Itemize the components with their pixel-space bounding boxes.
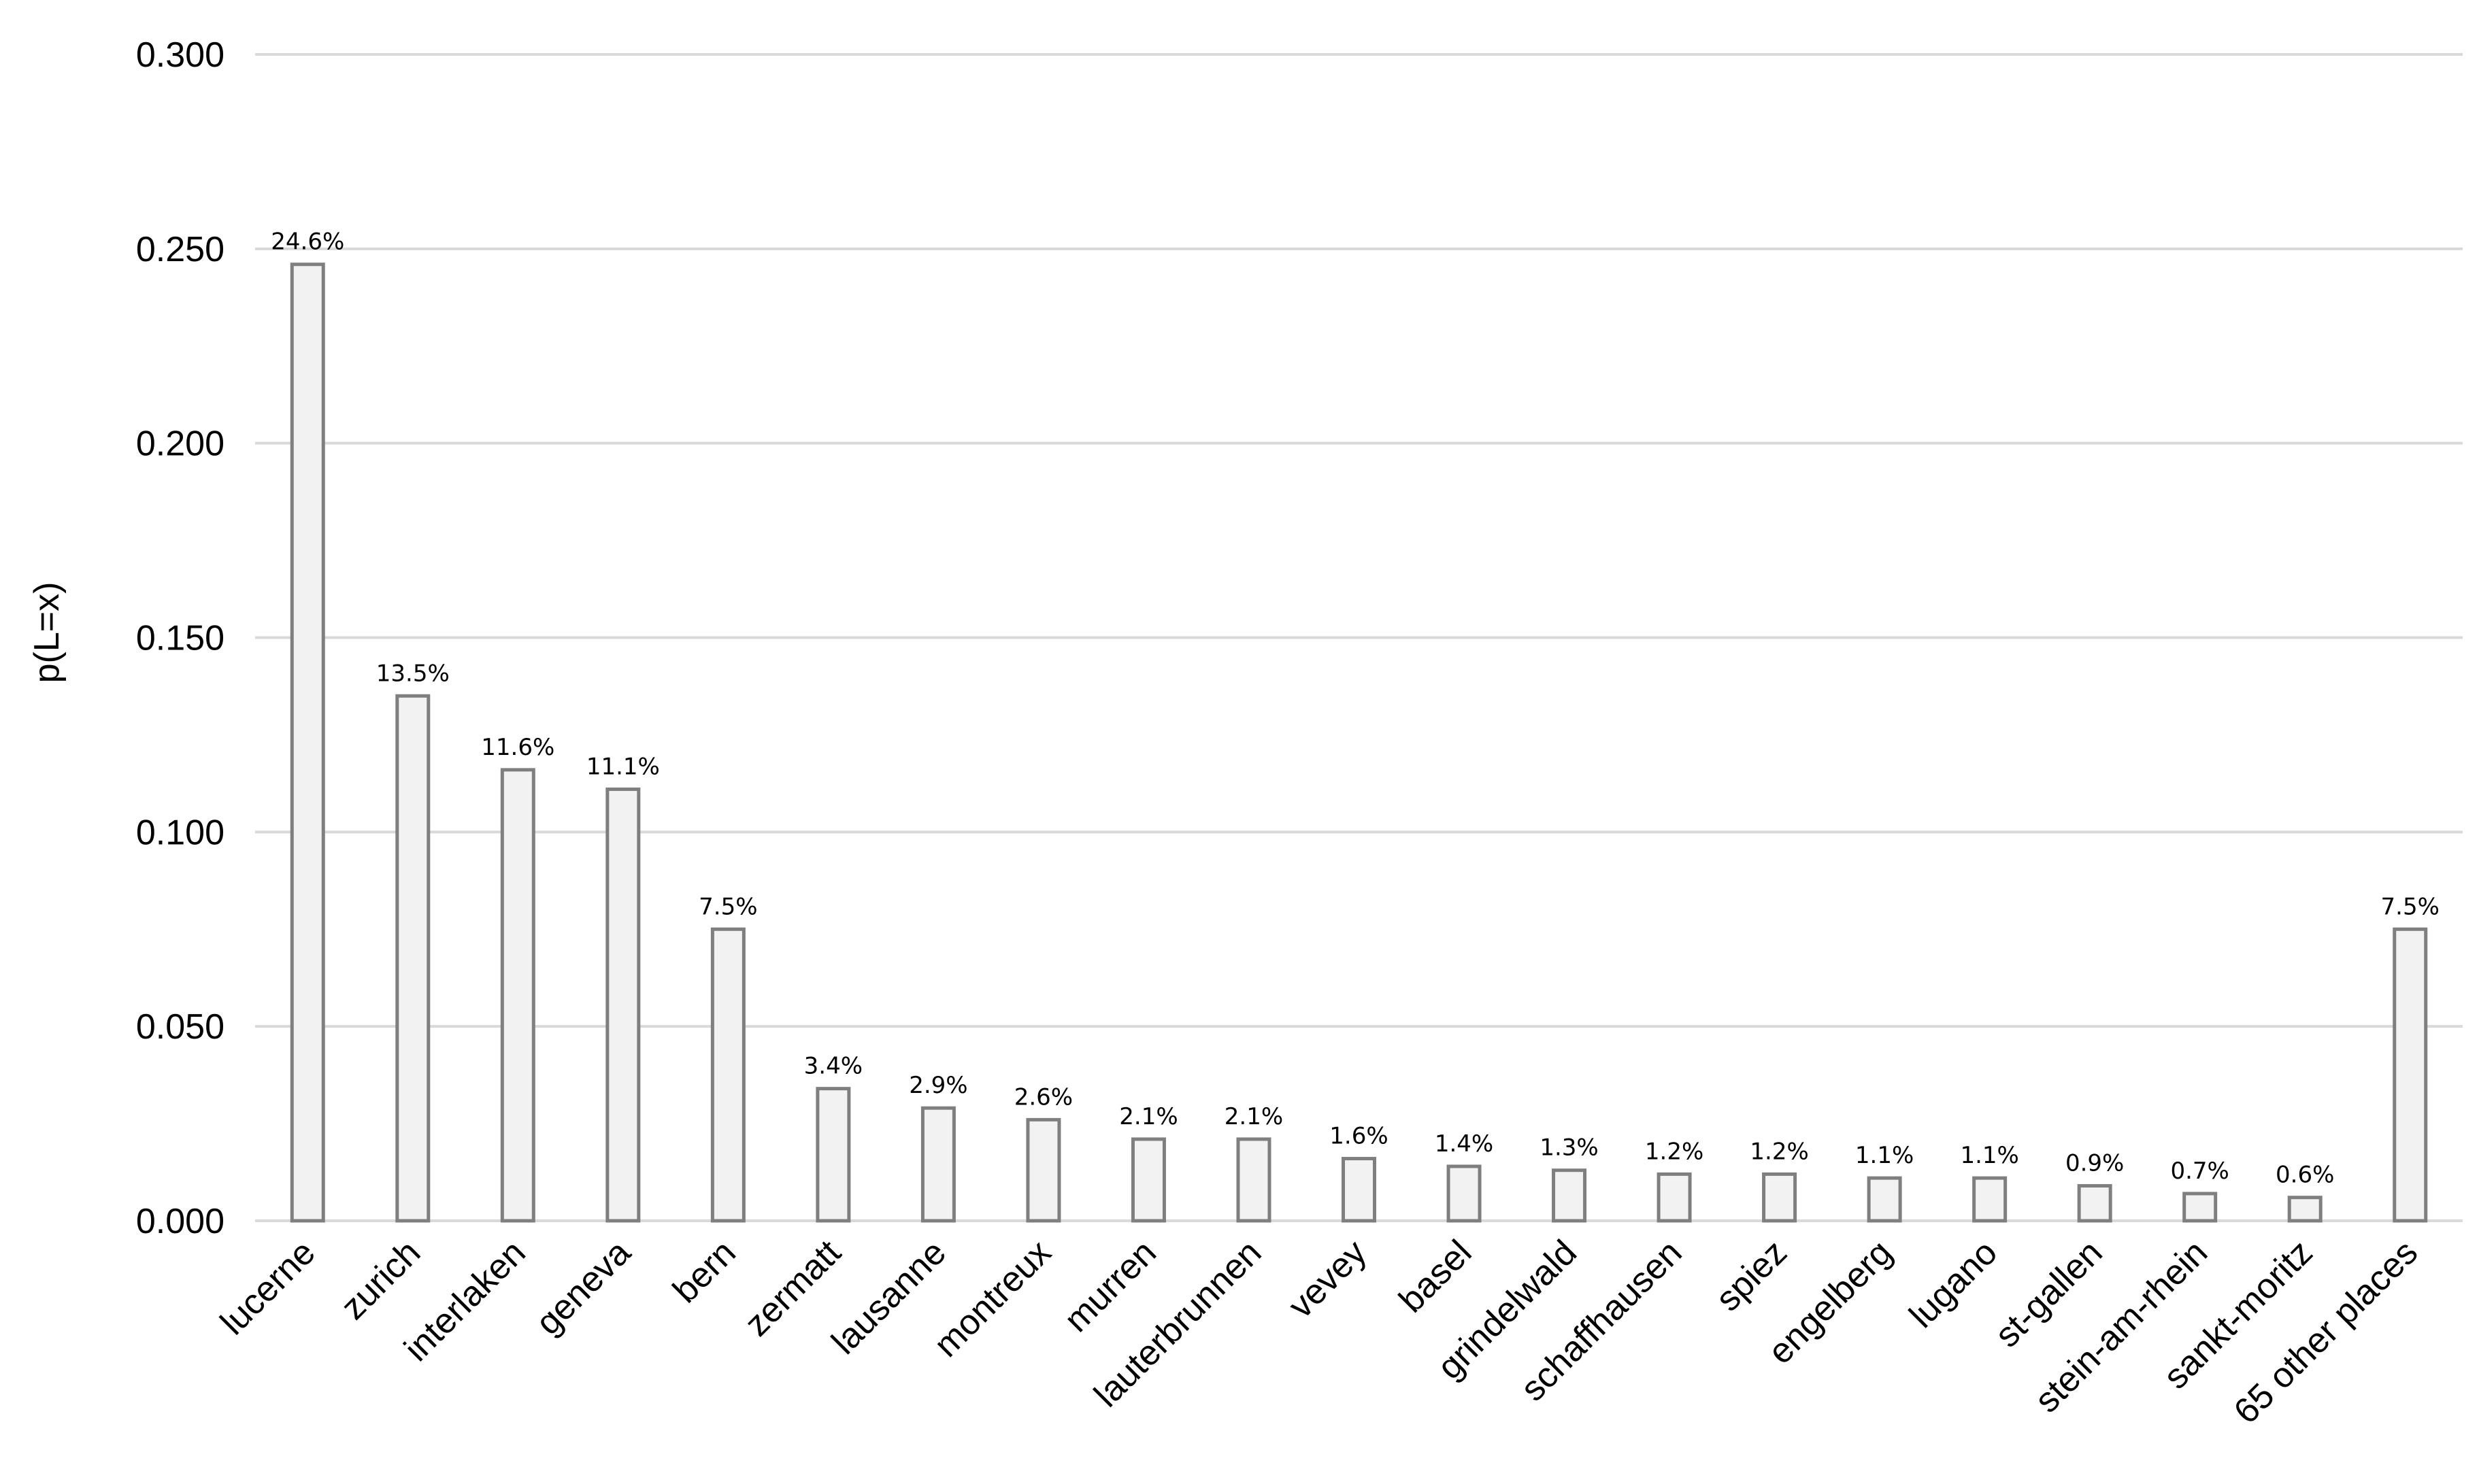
data-labels: 24.6% 13.5% 11.6% 11.1% 7.5% 3.4% 2.9% 2.6% 2.1%… bbox=[271, 229, 2440, 1189]
y-tick-label: 0.000 bbox=[136, 1202, 224, 1241]
data-label: 3.4% bbox=[804, 1053, 863, 1080]
x-tick-label: zurich bbox=[333, 1232, 428, 1327]
data-label: 1.2% bbox=[1645, 1138, 1703, 1165]
data-label: 1.6% bbox=[1329, 1123, 1388, 1150]
x-tick-label: montreux bbox=[927, 1232, 1059, 1364]
x-tick-label: murren bbox=[1057, 1232, 1163, 1339]
bar-basel bbox=[1446, 1164, 1482, 1223]
data-label: 1.3% bbox=[1540, 1134, 1598, 1162]
y-axis-label: p(L=x) bbox=[27, 582, 67, 684]
x-tick-label: bern bbox=[665, 1232, 744, 1311]
x-tick-label: spiez bbox=[1708, 1232, 1795, 1319]
bar-lucerne bbox=[290, 263, 325, 1223]
data-label: 0.7% bbox=[2170, 1158, 2229, 1185]
y-tick-label: 0.150 bbox=[136, 619, 224, 658]
bar-engelberg bbox=[1867, 1176, 1902, 1223]
bar-lausanne bbox=[920, 1106, 956, 1223]
bar-sankt-moritz bbox=[2287, 1196, 2323, 1223]
bar-interlaken bbox=[500, 768, 535, 1223]
bar-lugano bbox=[1972, 1176, 2008, 1223]
y-tick-label: 0.200 bbox=[136, 424, 224, 464]
bar-schaffhausen bbox=[1657, 1172, 1692, 1223]
bar-lauterbrunnen bbox=[1236, 1137, 1271, 1223]
data-label: 13.5% bbox=[376, 660, 450, 687]
x-tick-label: geneva bbox=[529, 1232, 639, 1343]
y-tick-label: 0.250 bbox=[136, 230, 224, 269]
bars bbox=[290, 263, 2428, 1223]
data-label: 11.1% bbox=[586, 753, 660, 780]
x-tick-label: lugano bbox=[1902, 1232, 2005, 1335]
data-label: 2.1% bbox=[1119, 1103, 1178, 1130]
bar-murren bbox=[1131, 1137, 1166, 1223]
bar-vevey bbox=[1342, 1157, 1376, 1223]
data-label: 24.6% bbox=[271, 229, 344, 256]
data-label: 11.6% bbox=[481, 734, 554, 761]
bar-grindelwald bbox=[1552, 1168, 1587, 1223]
data-label: 2.6% bbox=[1014, 1083, 1073, 1111]
data-label: 2.9% bbox=[909, 1072, 967, 1099]
data-label: 1.1% bbox=[1855, 1142, 1914, 1169]
bar-bern bbox=[710, 927, 746, 1223]
x-tick-label: lucerne bbox=[213, 1232, 323, 1343]
bar-stein-am-rhein bbox=[2182, 1192, 2218, 1223]
bar-montreux bbox=[1026, 1117, 1061, 1223]
data-label: 1.4% bbox=[1435, 1130, 1493, 1158]
y-tick-label: 0.100 bbox=[136, 813, 224, 852]
data-label: 0.6% bbox=[2276, 1162, 2334, 1189]
bar-65-other-places bbox=[2393, 927, 2428, 1223]
y-axis-ticks: 0.000 0.050 0.100 0.150 0.200 0.250 0.300 bbox=[136, 35, 224, 1241]
bar-zurich bbox=[395, 694, 431, 1223]
data-label: 0.9% bbox=[2065, 1150, 2124, 1177]
bar-zermatt bbox=[816, 1087, 851, 1223]
data-label: 1.2% bbox=[1750, 1138, 1808, 1165]
x-tick-label: 65 other places bbox=[2227, 1232, 2425, 1431]
data-label: 7.5% bbox=[2381, 893, 2440, 920]
y-tick-label: 0.050 bbox=[136, 1007, 224, 1047]
gridlines bbox=[255, 53, 2463, 1222]
data-label: 2.1% bbox=[1225, 1103, 1283, 1130]
x-tick-label: basel bbox=[1392, 1232, 1480, 1320]
x-tick-label: vevey bbox=[1281, 1232, 1374, 1326]
data-label: 7.5% bbox=[699, 893, 757, 920]
y-tick-label: 0.300 bbox=[136, 35, 224, 75]
data-label: 1.1% bbox=[1960, 1142, 2018, 1169]
bar-st-gallen bbox=[2077, 1184, 2112, 1223]
bar-geneva bbox=[605, 787, 641, 1223]
bar-spiez bbox=[1762, 1172, 1797, 1223]
